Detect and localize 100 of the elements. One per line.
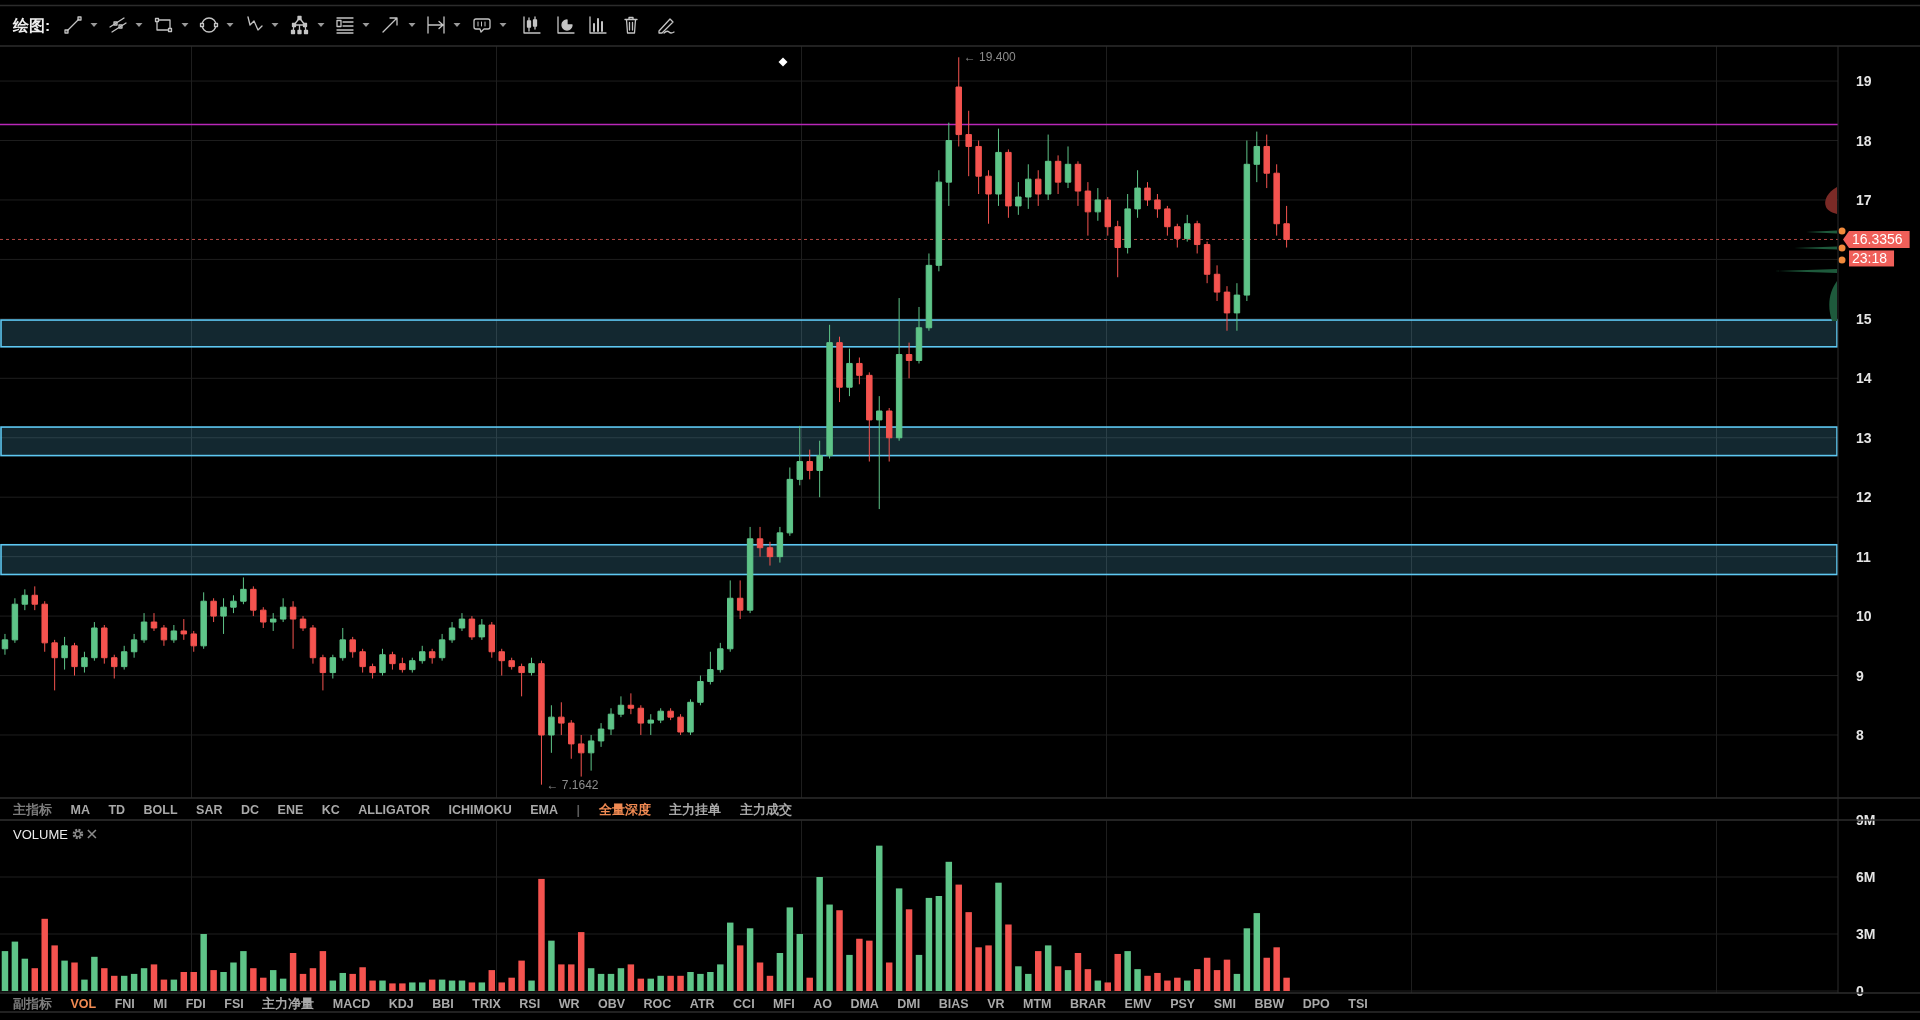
bar (727, 922, 734, 991)
bar (826, 904, 833, 991)
bar (230, 962, 237, 991)
candlestick (816, 440, 823, 498)
bar (627, 964, 635, 991)
bar (846, 954, 853, 991)
candlestick (707, 651, 714, 685)
text: DMA (850, 996, 879, 1011)
candlestick (359, 648, 366, 674)
bar (895, 888, 903, 991)
candlestick (876, 395, 883, 510)
bar (548, 940, 555, 991)
bar (538, 878, 545, 991)
text: ROC (643, 996, 672, 1011)
candlestick (31, 585, 39, 611)
bar (190, 972, 197, 991)
candlestick (41, 600, 48, 653)
candlestick (1213, 264, 1221, 302)
bar (935, 896, 943, 991)
bar (1005, 924, 1012, 991)
bar (120, 975, 128, 991)
candlestick (150, 612, 158, 632)
candlestick (627, 692, 635, 715)
candlestick (210, 597, 217, 623)
bar (1283, 977, 1290, 991)
candlestick (836, 336, 843, 403)
text: MACD (332, 996, 371, 1011)
y-tick-label: 19 (1856, 73, 1872, 90)
bar (260, 977, 267, 991)
y-tick-label: 10 (1856, 608, 1872, 625)
bar (150, 964, 158, 991)
candlestick (399, 657, 406, 674)
candlestick (279, 597, 287, 623)
bar (657, 975, 664, 991)
candlestick (1193, 220, 1201, 254)
bar (1144, 975, 1151, 991)
bar (11, 941, 19, 991)
bar (836, 910, 843, 991)
bar (419, 982, 426, 991)
candlestick (806, 449, 813, 480)
bar (130, 973, 138, 991)
bar (1223, 959, 1231, 991)
candlestick (667, 707, 674, 721)
text: ENE (277, 803, 304, 817)
candlestick (1114, 220, 1121, 278)
bar (1124, 951, 1131, 991)
bar (339, 972, 346, 991)
bar (816, 877, 823, 991)
text: | (576, 803, 581, 817)
bar (498, 982, 505, 991)
bar (458, 980, 466, 991)
bar (1213, 970, 1221, 991)
candlestick (101, 624, 108, 665)
candlestick (369, 663, 376, 680)
y-tick-label: 18 (1856, 132, 1872, 149)
candlestick (488, 621, 496, 659)
text: MI (153, 996, 168, 1011)
y-tick-label: 0 (1856, 983, 1864, 999)
bar (1154, 972, 1161, 991)
bar (577, 932, 585, 991)
bar (1263, 957, 1270, 991)
candlestick (1273, 163, 1280, 237)
candlestick (607, 707, 615, 736)
bar (299, 973, 307, 991)
bar (250, 968, 257, 991)
candlestick (220, 597, 227, 635)
bar (796, 934, 804, 991)
bar (736, 945, 744, 991)
candlestick (1104, 196, 1111, 237)
candlestick (597, 722, 605, 748)
candlestick (180, 618, 188, 641)
candlestick (1015, 181, 1022, 216)
bar (61, 960, 68, 991)
y-tick-label: 14 (1856, 370, 1872, 387)
candlestick (1243, 140, 1251, 302)
text: AO (813, 996, 833, 1011)
bar (319, 951, 327, 991)
candlestick (1054, 154, 1062, 195)
candlestick (498, 648, 505, 677)
text: 全量深度 (597, 802, 651, 817)
bar (279, 978, 287, 991)
candlestick (120, 645, 128, 671)
candlestick (160, 624, 168, 647)
candlestick (329, 654, 337, 680)
text: 主力成交 (738, 802, 792, 817)
candlestick (955, 56, 962, 147)
bar (667, 975, 674, 991)
candlestick (866, 371, 873, 463)
bar (1184, 980, 1191, 991)
candlestick (1174, 223, 1181, 249)
bar (617, 968, 625, 991)
text: TD (108, 803, 126, 817)
bar (756, 962, 764, 991)
candlestick (558, 701, 565, 736)
candlestick (61, 636, 68, 671)
y-tick-label: 3M (1856, 926, 1876, 942)
bar (677, 975, 684, 991)
candlestick (905, 342, 913, 379)
candlestick (81, 651, 88, 674)
candlestick (717, 642, 724, 674)
